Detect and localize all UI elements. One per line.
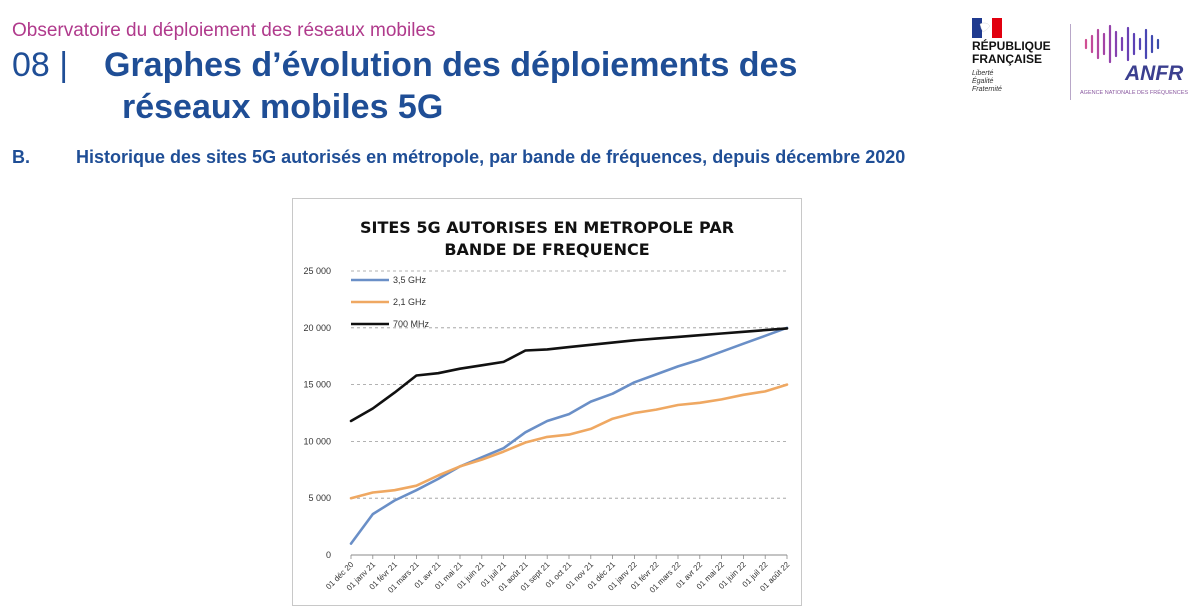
y-tick-label: 15 000: [303, 380, 331, 390]
series-line-1: [349, 326, 789, 545]
rf-wordmark: RÉPUBLIQUE FRANÇAISE: [972, 40, 1051, 66]
y-tick-label: 20 000: [303, 323, 331, 333]
section-letter: B.: [12, 147, 30, 167]
rf-motto: Liberté Égalité Fraternité: [972, 70, 1002, 94]
y-tick-label: 5 000: [308, 493, 331, 503]
page-title-line2: réseaux mobiles 5G: [122, 88, 444, 126]
observatory-title: Observatoire du déploiement des réseaux …: [12, 20, 436, 41]
anfr-subtitle: AGENCE NATIONALE DES FRÉQUENCES: [1080, 90, 1189, 96]
section-number: 08 |: [12, 46, 69, 84]
rf-motto2: Égalité: [972, 78, 994, 85]
legend-label-3: 700 MHz: [393, 319, 430, 329]
y-tick-label: 0: [326, 550, 331, 560]
logo-area: RÉPUBLIQUE FRANÇAISE Liberté Égalité Fra…: [960, 18, 1200, 108]
marianne-flag-icon: [972, 18, 1002, 38]
legend-label-1: 3,5 GHz: [393, 275, 427, 285]
y-tick-label: 10 000: [303, 436, 331, 446]
y-tick-label: 25 000: [303, 266, 331, 276]
legend-label-2: 2,1 GHz: [393, 297, 427, 307]
section-text: Historique des sites 5G autorisés en mét…: [76, 147, 906, 167]
anfr-wordmark: ANFR: [1125, 62, 1184, 85]
rf-motto3: Fraternité: [972, 86, 1002, 93]
rf-motto1: Liberté: [972, 70, 994, 77]
chart-svg: SITES 5G AUTORISES EN METROPOLE PAR BANDE…: [303, 218, 791, 595]
series-line-3: [349, 327, 789, 423]
page-title-line1: Graphes d’évolution des déploiements des: [104, 46, 798, 84]
section-heading: B. Historique des sites 5G autorisés en m…: [12, 146, 972, 168]
chart-title-line2: BANDE DE FREQUENCE: [444, 240, 649, 259]
logo-separator: [1070, 24, 1071, 100]
anfr-wave-icon: [1084, 24, 1160, 64]
rf-line2: FRANÇAISE: [972, 52, 1043, 66]
series-line-2: [349, 383, 789, 500]
chart-frame: SITES 5G AUTORISES EN METROPOLE PAR BANDE…: [292, 198, 802, 606]
chart-title-line1: SITES 5G AUTORISES EN METROPOLE PAR: [360, 218, 734, 237]
rf-line1: RÉPUBLIQUE: [972, 39, 1051, 53]
